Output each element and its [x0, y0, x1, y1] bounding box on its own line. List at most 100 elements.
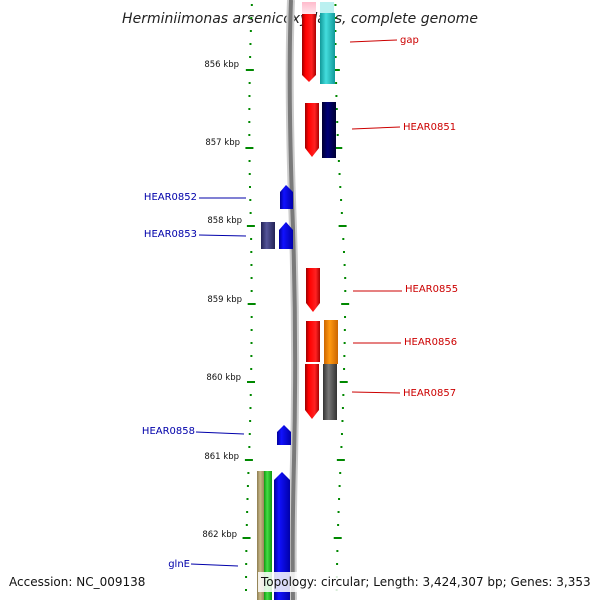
gene-arrow-gap[interactable]: [302, 14, 316, 82]
scale-tick-right: [338, 173, 341, 175]
gap-block[interactable]: [302, 2, 316, 16]
scale-tick-right: [337, 524, 340, 526]
gene-arrow-hear0856[interactable]: [306, 321, 320, 362]
leader-line-hear0853: [198, 234, 247, 237]
scale-tick-right: [342, 394, 345, 396]
scale-labels: 856 kbp 857 kbp 858 kbp 859 kbp 860 kbp …: [202, 60, 242, 540]
topology-text: Topology: circular; Length: 3,424,307 bp…: [260, 575, 591, 589]
scale-ticks: [242, 4, 350, 591]
label-hear0858[interactable]: HEAR0858: [142, 426, 195, 437]
scale-tick-left: [249, 199, 252, 201]
orange-block[interactable]: [324, 320, 338, 364]
scale-tick-right: [342, 251, 345, 253]
gene-arrow-glne[interactable]: [274, 472, 290, 600]
gap-cyan-top[interactable]: [320, 2, 334, 14]
scale-tick-left: [245, 147, 254, 149]
scale-tick-right: [337, 511, 340, 513]
leader-line-hear0858: [195, 431, 245, 435]
scale-tick-left: [249, 407, 252, 409]
scale-tick-right: [334, 56, 337, 58]
scale-tick-right: [335, 95, 338, 97]
gene-arrow-hear0852[interactable]: [280, 185, 293, 209]
leader-line-hear0857: [351, 391, 401, 394]
scale-tick-right: [334, 4, 337, 6]
gene-arrow-hear0853[interactable]: [279, 222, 293, 249]
khaki-block[interactable]: [257, 471, 265, 600]
gene-arrow-hear0858[interactable]: [277, 425, 291, 445]
scale-tick-left: [250, 264, 253, 266]
gene-arrow-hear0857[interactable]: [305, 364, 319, 419]
scale-tick-left: [248, 134, 251, 136]
cyan-block[interactable]: [320, 13, 335, 84]
scale-tick-right: [334, 43, 337, 45]
scale-tick-left: [250, 238, 253, 240]
gene-arrow-hear0851[interactable]: [305, 103, 319, 157]
scale-tick-right: [335, 108, 338, 110]
scale-tick-left: [245, 524, 248, 526]
scale-tick-right: [342, 238, 345, 240]
scale-tick-right: [343, 264, 346, 266]
scale-tick-left: [246, 225, 255, 227]
scale-tick-left: [249, 212, 252, 214]
scale-tick-right: [333, 537, 342, 539]
scale-tick-left: [250, 355, 253, 357]
leader-line-gap: [349, 39, 398, 43]
label-hear0853[interactable]: HEAR0853: [144, 229, 197, 240]
scale-label-859: 859 kbp: [207, 295, 242, 305]
scale-tick-right: [340, 446, 343, 448]
label-hear0857[interactable]: HEAR0857: [403, 388, 456, 399]
scale-label-862: 862 kbp: [202, 530, 237, 540]
scale-tick-left: [249, 394, 252, 396]
scale-tick-left: [250, 329, 253, 331]
right-labels: gap HEAR0851 HEAR0855 HEAR0856 HEAR0857: [349, 35, 458, 399]
left-features: [257, 185, 293, 600]
green-block[interactable]: [264, 471, 272, 600]
scale-label-856: 856 kbp: [204, 60, 239, 70]
scale-tick-right: [338, 485, 341, 487]
scale-tick-left: [248, 186, 251, 188]
label-hear0851[interactable]: HEAR0851: [403, 122, 456, 133]
scale-label-857: 857 kbp: [205, 138, 240, 148]
scale-tick-left: [250, 368, 253, 370]
scale-tick-right: [344, 316, 347, 318]
footer-right-bg: [258, 572, 596, 592]
right-features: [302, 2, 338, 420]
label-glne[interactable]: glnE: [168, 559, 190, 570]
label-hear0856[interactable]: HEAR0856: [404, 337, 457, 348]
label-gap[interactable]: gap: [400, 35, 419, 46]
scale-label-861: 861 kbp: [204, 452, 239, 462]
scale-tick-right: [341, 407, 344, 409]
scale-tick-left: [250, 251, 253, 253]
label-hear0855[interactable]: HEAR0855: [405, 284, 458, 295]
scale-tick-left: [249, 420, 252, 422]
scale-tick-left: [246, 511, 249, 513]
scale-tick-left: [245, 576, 248, 578]
accession-text: Accession: NC_009138: [9, 575, 145, 589]
scale-tick-right: [338, 498, 341, 500]
scale-tick-right: [340, 212, 343, 214]
scale-tick-left: [249, 43, 252, 45]
slate-block[interactable]: [261, 222, 275, 249]
scale-label-860: 860 kbp: [206, 373, 241, 383]
scale-tick-left: [248, 82, 251, 84]
navy-block[interactable]: [322, 102, 336, 158]
scale-tick-right: [343, 329, 346, 331]
scale-tick-left: [250, 277, 253, 279]
genome-backbone-core: [287, 0, 298, 600]
scale-tick-right: [339, 186, 342, 188]
scale-tick-right: [344, 290, 347, 292]
scale-tick-left: [244, 459, 253, 461]
scale-tick-left: [250, 17, 253, 19]
scale-tick-left: [247, 303, 256, 305]
gene-arrow-hear0855[interactable]: [306, 268, 320, 312]
gray-block[interactable]: [323, 364, 337, 420]
scale-tick-left: [248, 121, 251, 123]
scale-tick-left: [250, 4, 253, 6]
scale-tick-left: [242, 537, 251, 539]
scale-tick-right: [338, 225, 347, 227]
scale-tick-left: [250, 342, 253, 344]
scale-tick-right: [331, 69, 340, 71]
scale-tick-right: [340, 433, 343, 435]
label-hear0852[interactable]: HEAR0852: [144, 192, 197, 203]
scale-tick-right: [339, 472, 342, 474]
